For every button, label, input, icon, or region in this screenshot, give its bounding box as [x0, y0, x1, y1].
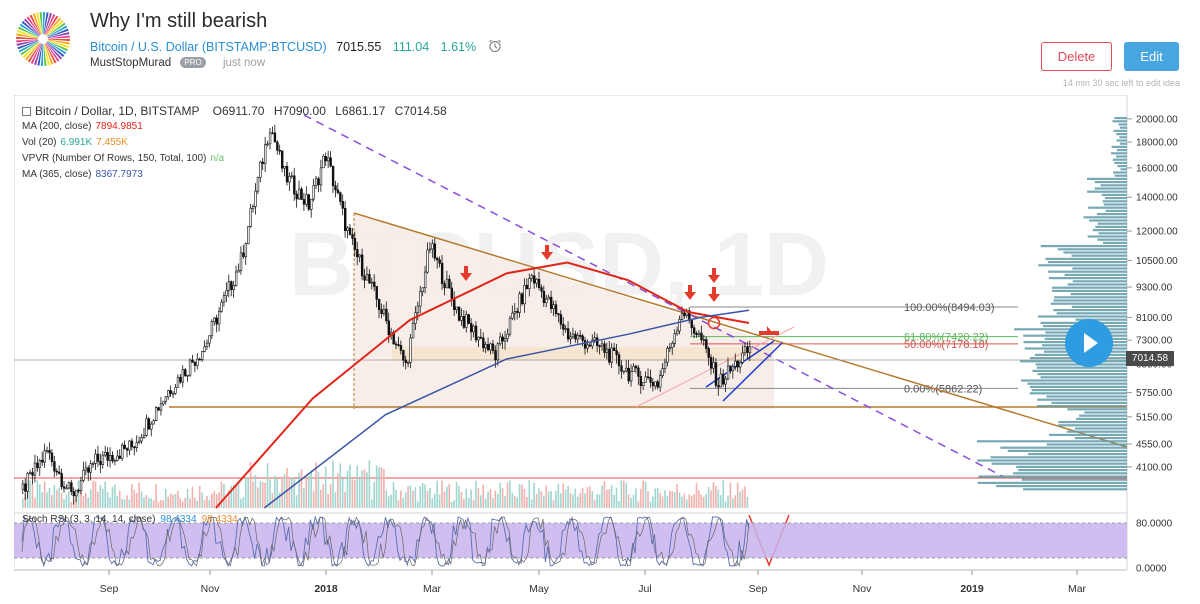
y-tick-label: 16000.00: [1136, 163, 1178, 174]
y-tick-label: 4100.00: [1136, 462, 1173, 473]
ma200-line: [215, 261, 750, 509]
legend-vol-value2: 7.455K: [96, 137, 128, 148]
author-line: MustStopMurad PRO just now: [90, 57, 265, 69]
edit-hint: 14 min 30 sec left to edit idea: [1062, 78, 1180, 88]
legend-ma365-label: MA (365, close): [22, 169, 92, 180]
legend-symbol: Bitcoin / Dollar, 1D, BITSTAMP: [35, 104, 200, 118]
fib-label: 61.80%(7420.22): [904, 332, 988, 344]
price-change: 111.04: [392, 40, 430, 54]
play-icon[interactable]: [1065, 319, 1113, 367]
legend-ma200-label: MA (200, close): [22, 121, 92, 132]
idea-title: Why I'm still bearish: [90, 10, 268, 32]
x-tick-label: 2019: [960, 583, 984, 595]
x-tick-label: May: [529, 583, 550, 595]
y-tick-label: 4550.00: [1136, 440, 1173, 451]
stoch-d-line: [21, 515, 750, 568]
legend-l-label: L: [335, 104, 342, 118]
x-tick-label: Jul: [638, 583, 651, 595]
x-tick-label: Mar: [1068, 583, 1087, 595]
alarm-clock-icon[interactable]: [488, 39, 502, 53]
y-tick-label: 10500.00: [1136, 256, 1178, 267]
y-tick-label: 20000.00: [1136, 114, 1178, 125]
current-price-label: 7014.58: [1126, 351, 1174, 366]
candles: [21, 124, 752, 505]
price-change-pct: 1.61%: [440, 40, 477, 54]
x-axis: Sep Nov 2018 Mar May Jul Sep Nov 2019 Mar: [14, 569, 1127, 595]
price-chart[interactable]: BTCUSD, 1D20000.0018000.0016000.0014000.…: [14, 95, 1200, 604]
supply-zone: [392, 347, 772, 361]
collapse-icon[interactable]: [22, 107, 31, 116]
x-tick-label: Nov: [201, 583, 220, 595]
legend-open: 6911.70: [221, 104, 265, 118]
y-tick-label: 12000.00: [1136, 227, 1178, 238]
resistance-arrow: [708, 268, 720, 283]
y-tick-label: 18000.00: [1136, 138, 1178, 149]
author-name[interactable]: MustStopMurad: [90, 57, 172, 69]
idea-header: Why I'm still bearish Bitcoin / U.S. Dol…: [0, 0, 1200, 95]
legend-ma200-value: 7894.9851: [95, 121, 143, 132]
legend-close: 7014.58: [403, 104, 447, 118]
legend-c-label: C: [394, 104, 404, 118]
stoch-k-value: 98.4334: [160, 514, 197, 525]
resistance-arrow: [460, 266, 472, 281]
legend-h-label: H: [273, 104, 283, 118]
x-tick-label: 2018: [314, 583, 338, 595]
descending-trendline: [353, 212, 1128, 448]
x-tick-label: Sep: [749, 583, 768, 595]
symbol-name-link[interactable]: Bitcoin / U.S. Dollar: [90, 40, 199, 54]
symbol-line: Bitcoin / U.S. Dollar (BITSTAMP:BTCUSD) …: [90, 39, 502, 54]
legend-high: 7090.00: [282, 104, 326, 118]
chart-legend: Bitcoin / Dollar, 1D, BITSTAMP O6911.70 …: [22, 103, 447, 183]
legend-low: 6861.17: [341, 104, 386, 118]
posted-time: just now: [222, 57, 266, 69]
legend-o-label: O: [212, 104, 222, 118]
delete-button[interactable]: Delete: [1041, 42, 1112, 71]
edit-button[interactable]: Edit: [1124, 42, 1179, 71]
author-avatar[interactable]: [16, 12, 70, 66]
stoch-label: Stoch RSI (3, 3, 14, 14, close): [22, 514, 156, 525]
legend-vol-value1: 6.991K: [60, 137, 93, 148]
legend-ma365-value: 8367.7973: [95, 169, 143, 180]
y-tick-label: 9300.00: [1136, 283, 1173, 294]
stoch-d-value: 98.4334: [201, 514, 238, 525]
stoch-tick-label: 80.0000: [1136, 519, 1173, 530]
x-tick-label: Mar: [423, 583, 442, 595]
dashed-trendline: [303, 114, 1005, 478]
fib-label: 0.00%(5862.22): [904, 383, 982, 395]
legend-vpvr-label: VPVR (Number Of Rows, 150, Total, 100): [22, 153, 207, 164]
y-tick-label: 5150.00: [1136, 412, 1173, 423]
resistance-arrow: [684, 285, 696, 300]
y-tick-label: 7300.00: [1136, 336, 1173, 347]
resistance-arrow: [708, 287, 720, 302]
fib-label: 50.00%(7178.18): [904, 339, 988, 351]
stoch-tick-label: 0.0000: [1136, 564, 1167, 575]
legend-vpvr-value: n/a: [210, 153, 225, 164]
legend-vol-label: Vol (20): [22, 137, 57, 148]
target-flag: [759, 326, 779, 335]
y-tick-label: 14000.00: [1136, 193, 1178, 204]
resistance-arrow: [541, 245, 553, 260]
rejection-circle: [707, 316, 721, 330]
channel-lower: [722, 342, 783, 402]
x-tick-label: Sep: [100, 583, 119, 595]
ma365-line: [263, 309, 750, 509]
fib-label: 100.00%(8494.03): [904, 302, 995, 314]
last-price: 7015.55: [336, 40, 382, 54]
volume-bars: [22, 460, 749, 508]
y-tick-label: 8100.00: [1136, 313, 1173, 324]
pro-badge: PRO: [180, 57, 206, 68]
x-tick-label: Nov: [853, 583, 872, 595]
stoch-legend: Stoch RSI (3, 3, 14, 14, close) 98.4334 98…: [22, 514, 238, 525]
y-tick-label: 5750.00: [1136, 388, 1173, 399]
symbol-code-link[interactable]: (BITSTAMP:BTCUSD): [201, 40, 327, 54]
